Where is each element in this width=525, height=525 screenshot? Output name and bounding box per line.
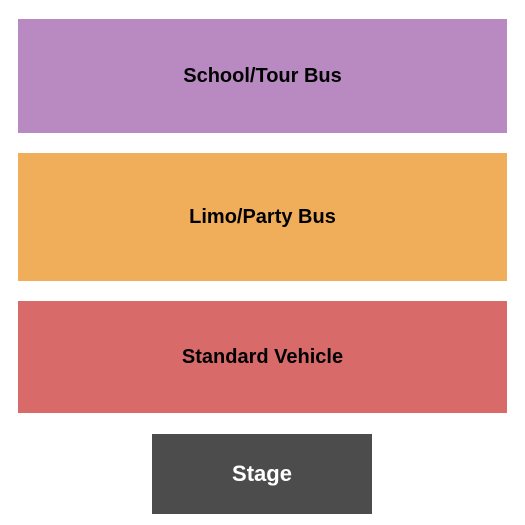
section-limo-party-bus: Limo/Party Bus — [18, 153, 507, 281]
section-label: School/Tour Bus — [183, 65, 342, 88]
section-stage: Stage — [152, 434, 372, 514]
section-label: Limo/Party Bus — [189, 206, 336, 229]
section-label: Standard Vehicle — [182, 346, 343, 369]
section-school-tour-bus: School/Tour Bus — [18, 19, 507, 133]
section-label: Stage — [232, 461, 292, 487]
section-standard-vehicle: Standard Vehicle — [18, 301, 507, 413]
